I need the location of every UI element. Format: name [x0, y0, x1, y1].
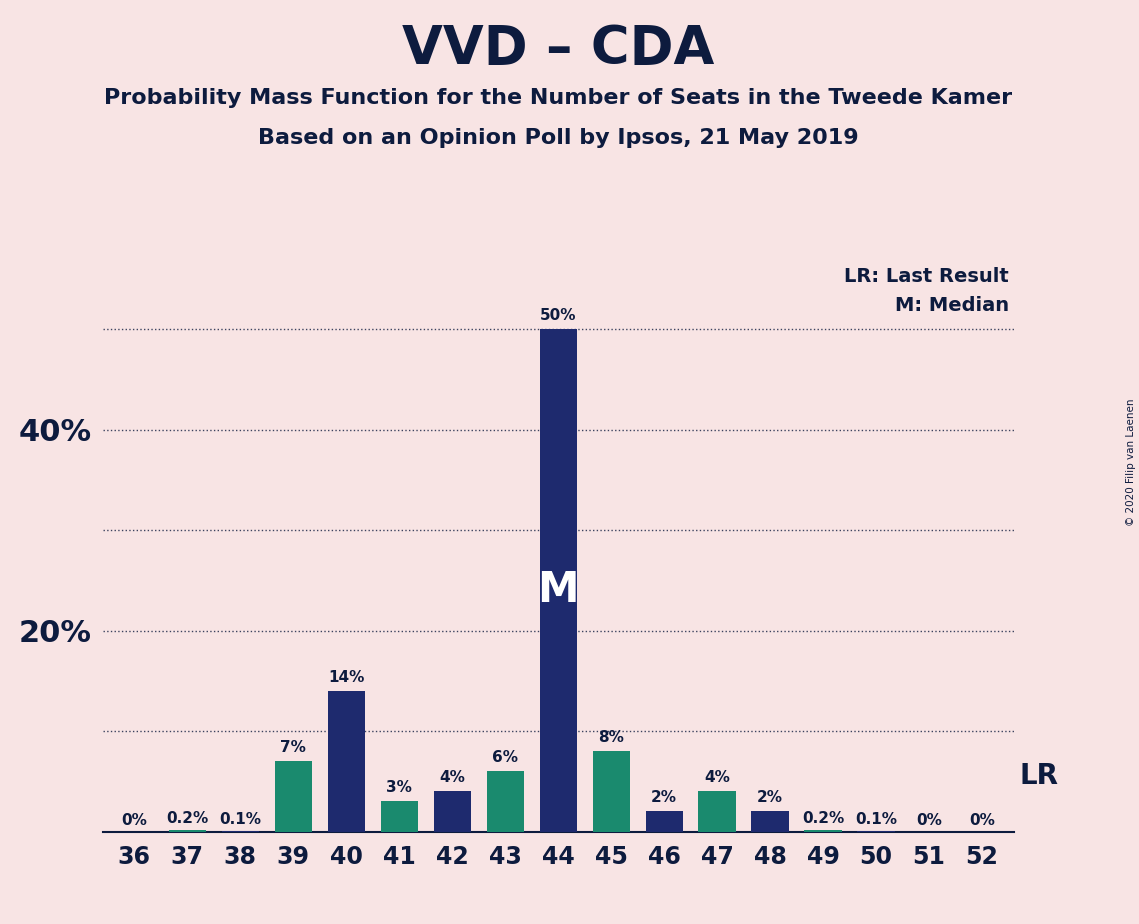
Bar [592, 751, 630, 832]
Text: 4%: 4% [704, 771, 730, 785]
Bar [222, 831, 259, 832]
Bar [274, 761, 312, 832]
Text: VVD – CDA: VVD – CDA [402, 23, 714, 75]
Text: 2%: 2% [652, 790, 677, 806]
Text: 0.1%: 0.1% [219, 811, 261, 827]
Bar [698, 791, 736, 832]
Text: © 2020 Filip van Laenen: © 2020 Filip van Laenen [1126, 398, 1136, 526]
Text: 0.1%: 0.1% [855, 811, 898, 827]
Text: Probability Mass Function for the Number of Seats in the Tweede Kamer: Probability Mass Function for the Number… [104, 88, 1013, 108]
Text: 0%: 0% [969, 812, 994, 828]
Bar [858, 831, 894, 832]
Bar [752, 811, 788, 832]
Text: 0%: 0% [916, 812, 942, 828]
Text: 14%: 14% [328, 670, 364, 685]
Bar [169, 830, 206, 832]
Bar [804, 830, 842, 832]
Text: 50%: 50% [540, 308, 576, 323]
Text: 0%: 0% [122, 812, 147, 828]
Text: M: Median: M: Median [895, 296, 1009, 315]
Text: M: M [538, 569, 579, 612]
Bar [646, 811, 682, 832]
Text: 0.2%: 0.2% [802, 810, 844, 825]
Bar [380, 801, 418, 832]
Bar [486, 772, 524, 832]
Text: 8%: 8% [598, 730, 624, 745]
Text: 0.2%: 0.2% [166, 810, 208, 825]
Text: LR: LR [1019, 762, 1058, 790]
Text: 6%: 6% [492, 750, 518, 765]
Text: Based on an Opinion Poll by Ipsos, 21 May 2019: Based on an Opinion Poll by Ipsos, 21 Ma… [257, 128, 859, 148]
Bar [328, 691, 364, 832]
Text: LR: Last Result: LR: Last Result [844, 267, 1009, 286]
Text: 2%: 2% [757, 790, 782, 806]
Bar [540, 329, 576, 832]
Text: 3%: 3% [386, 781, 412, 796]
Text: 4%: 4% [440, 771, 465, 785]
Text: 7%: 7% [280, 740, 306, 755]
Bar [434, 791, 470, 832]
